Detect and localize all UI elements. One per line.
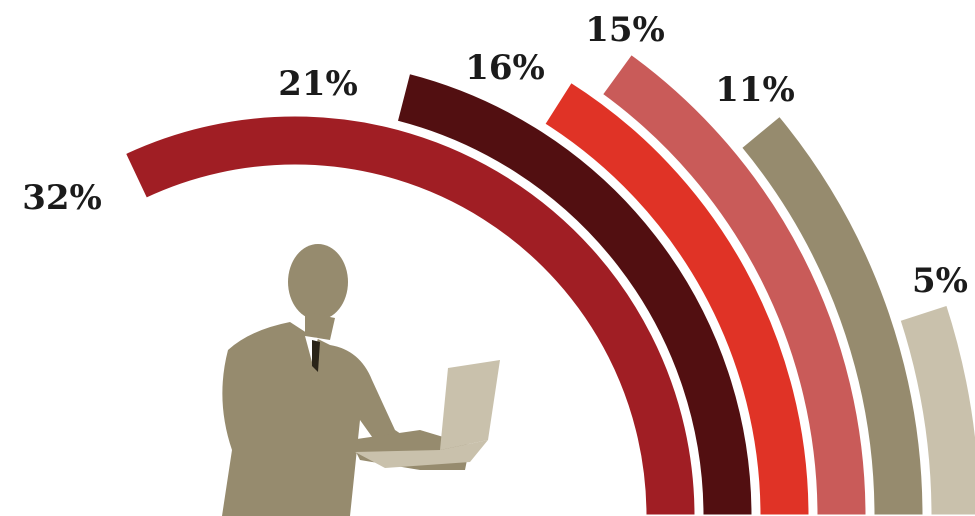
laptop-base (355, 440, 488, 468)
value-label: 15% (585, 10, 665, 50)
value-label: 32% (22, 178, 102, 218)
laptop-screen (440, 360, 500, 450)
value-label: 16% (465, 48, 545, 88)
value-label: 11% (715, 70, 795, 110)
businessman-silhouette (222, 244, 470, 516)
arc-segment (599, 51, 869, 516)
value-label: 21% (278, 64, 358, 104)
arc-segment (394, 70, 755, 516)
arcs (122, 51, 975, 516)
arc-segment (541, 79, 812, 516)
arc-segment (122, 113, 698, 516)
value-label: 5% (912, 261, 968, 301)
laptop (355, 360, 500, 468)
arc-segment (738, 112, 926, 516)
neck (305, 312, 335, 340)
body (222, 322, 410, 516)
head (288, 244, 348, 320)
arc-segment (897, 302, 975, 516)
tie (312, 340, 320, 372)
